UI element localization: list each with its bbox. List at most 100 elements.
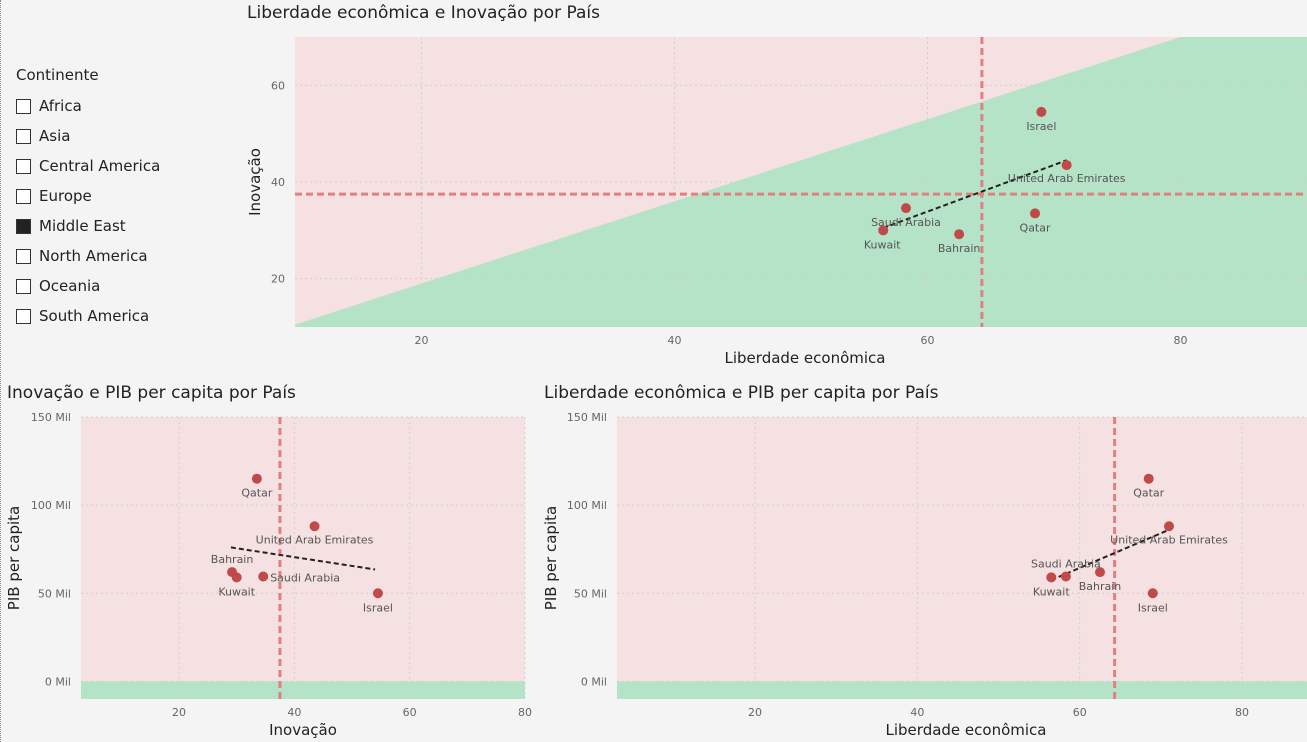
- y-tick-label: 0 Mil: [581, 675, 607, 688]
- slicer-item-label: North America: [39, 247, 148, 265]
- slicer-item-middle-east[interactable]: Middle East: [16, 211, 236, 241]
- data-label-kuwait: Kuwait: [1033, 585, 1070, 598]
- x-tick-label: 60: [403, 706, 417, 719]
- y-tick-label: 0 Mil: [45, 675, 71, 688]
- data-point-qatar[interactable]: [1143, 473, 1154, 484]
- slicer-item-north-america[interactable]: North America: [16, 241, 236, 271]
- y-tick-label: 100 Mil: [31, 499, 71, 512]
- chart-1-title: Liberdade econômica e Inovação por País: [247, 3, 600, 23]
- data-point-israel[interactable]: [1036, 106, 1047, 117]
- slicer-item-asia[interactable]: Asia: [16, 121, 236, 151]
- checkbox-icon[interactable]: [16, 128, 31, 144]
- trend-line: [1050, 528, 1170, 581]
- plot-area-below: [81, 681, 525, 699]
- y-axis-title: PIB per capita: [5, 506, 23, 610]
- data-point-united-arab-emirates[interactable]: [1061, 160, 1072, 171]
- data-label-qatar: Qatar: [241, 487, 272, 500]
- data-label-saudi-arabia: Saudi Arabia: [270, 572, 340, 585]
- data-point-kuwait[interactable]: [1046, 572, 1057, 583]
- data-label-saudi-arabia: Saudi Arabia: [871, 216, 941, 229]
- slicer-item-label: Asia: [39, 127, 71, 145]
- data-label-israel: Israel: [1138, 601, 1168, 614]
- data-label-saudi-arabia: Saudi Arabia: [1031, 558, 1101, 571]
- slicer-title: Continente: [16, 66, 99, 84]
- x-tick-label: 80: [1235, 706, 1249, 719]
- x-tick-label: 40: [287, 706, 301, 719]
- data-point-saudi-arabia[interactable]: [900, 203, 911, 214]
- data-label-united-arab-emirates: United Arab Emirates: [1110, 533, 1228, 546]
- data-point-kuwait[interactable]: [231, 572, 242, 583]
- chart-2-title: Inovação e PIB per capita por País: [7, 383, 296, 403]
- checkbox-icon[interactable]: [16, 98, 31, 114]
- data-label-qatar: Qatar: [1133, 487, 1164, 500]
- slicer-item-label: Africa: [39, 97, 82, 115]
- y-tick-label: 50 Mil: [38, 587, 71, 600]
- data-point-saudi-arabia[interactable]: [1060, 571, 1071, 582]
- data-label-united-arab-emirates: United Arab Emirates: [256, 533, 374, 546]
- data-point-qatar[interactable]: [251, 473, 262, 484]
- y-tick-label: 20: [271, 273, 285, 286]
- continent-slicer: Continente Africa Asia Central America Euro…: [16, 66, 236, 331]
- data-label-israel: Israel: [1026, 120, 1056, 133]
- data-label-israel: Israel: [363, 601, 393, 614]
- slicer-item-label: Central America: [39, 157, 161, 175]
- trend-line: [882, 159, 1067, 229]
- slicer-item-label: Oceania: [39, 277, 101, 295]
- x-tick-label: 20: [172, 706, 186, 719]
- data-point-israel[interactable]: [372, 588, 383, 599]
- x-axis-title: Inovação: [269, 721, 337, 739]
- checkbox-icon[interactable]: [16, 158, 31, 174]
- x-tick-label: 60: [921, 334, 935, 347]
- data-label-qatar: Qatar: [1020, 221, 1051, 234]
- slicer-item-label: Europe: [39, 187, 92, 205]
- data-label-bahrain: Bahrain: [211, 553, 254, 566]
- data-point-united-arab-emirates[interactable]: [309, 521, 320, 532]
- y-tick-label: 40: [271, 176, 285, 189]
- data-point-bahrain[interactable]: [1095, 567, 1105, 578]
- data-label-kuwait: Kuwait: [218, 585, 255, 598]
- x-tick-label: 40: [668, 334, 682, 347]
- y-axis-title: Inovação: [246, 148, 264, 216]
- data-label-bahrain: Bahrain: [938, 242, 981, 255]
- data-point-united-arab-emirates[interactable]: [1164, 521, 1174, 532]
- slicer-item-label: South America: [39, 307, 150, 325]
- plot-area-below: [617, 681, 1307, 699]
- data-label-kuwait: Kuwait: [864, 238, 901, 251]
- slicer-item-europe[interactable]: Europe: [16, 181, 236, 211]
- x-tick-label: 40: [910, 706, 924, 719]
- data-point-kuwait[interactable]: [878, 225, 889, 236]
- slicer-item-south-america[interactable]: South America: [16, 301, 236, 331]
- checkbox-icon[interactable]: [16, 278, 31, 294]
- x-tick-label: 60: [1073, 706, 1087, 719]
- slicer-items: Africa Asia Central America Europe Middle Ea…: [16, 91, 236, 331]
- slicer-item-central-america[interactable]: Central America: [16, 151, 236, 181]
- data-point-saudi-arabia[interactable]: [258, 571, 269, 582]
- data-label-bahrain: Bahrain: [1079, 580, 1122, 593]
- checkbox-icon[interactable]: [16, 218, 31, 234]
- chart-3-title: Liberdade econômica e PIB per capita por…: [544, 383, 939, 403]
- data-point-israel[interactable]: [1147, 588, 1158, 599]
- y-axis-title: PIB per capita: [542, 506, 560, 610]
- trend-line: [230, 546, 376, 571]
- x-tick-label: 20: [748, 706, 762, 719]
- y-tick-label: 100 Mil: [567, 499, 607, 512]
- data-label-united-arab-emirates: United Arab Emirates: [1008, 172, 1126, 185]
- slicer-item-africa[interactable]: Africa: [16, 91, 236, 121]
- checkbox-icon[interactable]: [16, 188, 31, 204]
- left-border: [0, 0, 1, 742]
- data-point-bahrain[interactable]: [954, 229, 965, 240]
- x-tick-label: 80: [1174, 334, 1188, 347]
- checkbox-icon[interactable]: [16, 248, 31, 264]
- checkbox-icon[interactable]: [16, 308, 31, 324]
- plot-area-above: [617, 417, 1307, 699]
- x-axis-title: Liberdade econômica: [886, 721, 1047, 739]
- slicer-item-label: Middle East: [39, 217, 126, 235]
- y-tick-label: 150 Mil: [567, 411, 607, 424]
- data-point-qatar[interactable]: [1030, 208, 1041, 219]
- slicer-item-oceania[interactable]: Oceania: [16, 271, 236, 301]
- x-tick-label: 80: [518, 706, 532, 719]
- y-tick-label: 60: [271, 79, 285, 92]
